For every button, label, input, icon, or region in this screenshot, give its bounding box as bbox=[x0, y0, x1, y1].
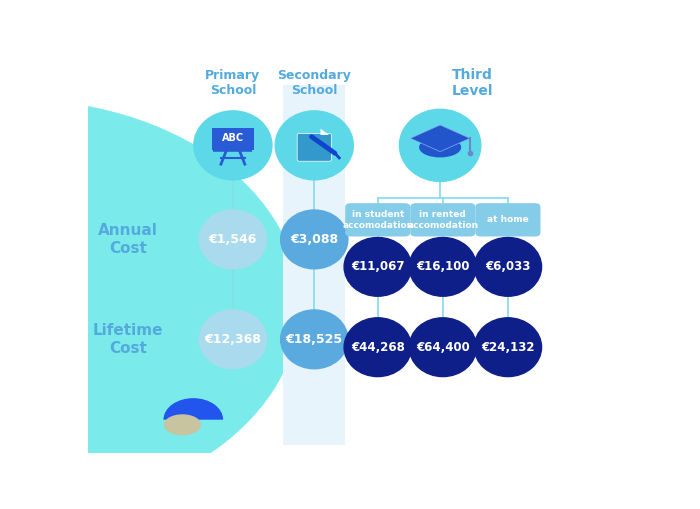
FancyBboxPatch shape bbox=[410, 203, 475, 237]
Ellipse shape bbox=[475, 238, 542, 296]
Text: in rented
accomodation: in rented accomodation bbox=[407, 210, 478, 230]
Text: €24,132: €24,132 bbox=[481, 341, 535, 354]
Ellipse shape bbox=[281, 210, 348, 269]
Ellipse shape bbox=[420, 138, 461, 157]
Ellipse shape bbox=[410, 238, 477, 296]
Ellipse shape bbox=[344, 238, 412, 296]
Text: ABC: ABC bbox=[222, 133, 244, 144]
Ellipse shape bbox=[400, 109, 481, 181]
Ellipse shape bbox=[344, 318, 412, 377]
Text: €11,067: €11,067 bbox=[351, 260, 405, 273]
Text: Primary
School: Primary School bbox=[205, 69, 260, 97]
Text: €6,033: €6,033 bbox=[485, 260, 531, 273]
Text: €64,400: €64,400 bbox=[416, 341, 470, 354]
Text: in student
accomodation: in student accomodation bbox=[342, 210, 413, 230]
Text: at home: at home bbox=[487, 215, 528, 224]
Ellipse shape bbox=[410, 318, 477, 377]
FancyBboxPatch shape bbox=[298, 133, 331, 161]
Text: Third
Level: Third Level bbox=[452, 68, 493, 98]
FancyBboxPatch shape bbox=[283, 84, 345, 445]
FancyBboxPatch shape bbox=[345, 203, 410, 237]
Polygon shape bbox=[321, 129, 329, 135]
Ellipse shape bbox=[0, 100, 299, 508]
Ellipse shape bbox=[164, 415, 200, 435]
Ellipse shape bbox=[281, 310, 348, 369]
FancyBboxPatch shape bbox=[475, 203, 540, 237]
Ellipse shape bbox=[275, 111, 354, 180]
Text: Annual
Cost: Annual Cost bbox=[98, 223, 158, 256]
Polygon shape bbox=[410, 125, 470, 152]
Ellipse shape bbox=[199, 310, 267, 369]
Text: €44,268: €44,268 bbox=[351, 341, 405, 354]
Text: Secondary
School: Secondary School bbox=[277, 69, 351, 97]
Text: €12,368: €12,368 bbox=[204, 333, 261, 346]
FancyBboxPatch shape bbox=[211, 128, 254, 151]
Ellipse shape bbox=[194, 111, 272, 180]
Ellipse shape bbox=[475, 318, 542, 377]
Text: €3,088: €3,088 bbox=[290, 233, 338, 246]
Ellipse shape bbox=[199, 210, 267, 269]
Text: €18,525: €18,525 bbox=[286, 333, 343, 346]
Text: €16,100: €16,100 bbox=[416, 260, 470, 273]
Text: €1,546: €1,546 bbox=[209, 233, 257, 246]
Wedge shape bbox=[163, 398, 223, 420]
Text: Lifetime
Cost: Lifetime Cost bbox=[93, 323, 163, 356]
